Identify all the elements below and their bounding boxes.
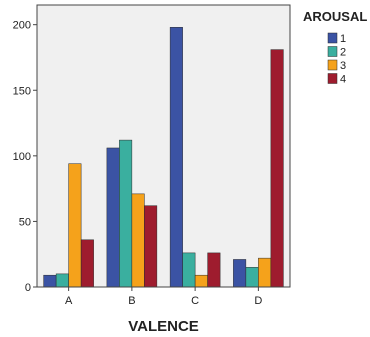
bar-A-1: [43, 274, 57, 288]
legend-label-2: 2: [340, 47, 346, 59]
y-tick-label: 150: [13, 85, 31, 97]
bar-C-2: [182, 252, 196, 288]
legend: AROUSAL 1 23 4: [303, 9, 367, 86]
x-tick-label: A: [65, 295, 73, 307]
x-axis-ticks: A B C D: [65, 287, 262, 307]
x-tick-label: D: [254, 295, 262, 307]
x-axis-title: VALENCE: [128, 318, 199, 335]
legend-title: AROUSAL: [303, 9, 367, 24]
y-tick-label: 200: [13, 20, 31, 32]
bar-C-4: [207, 252, 221, 288]
bar-A-2: [55, 273, 69, 288]
bar-D-2: [245, 267, 259, 288]
legend-swatch-1: [327, 32, 338, 44]
legend-swatch-2: [327, 46, 338, 57]
legend-swatch-4: [327, 73, 338, 84]
legend-label-1: 1: [340, 33, 346, 45]
legend-label-4: 4: [340, 74, 346, 86]
bars-group: [43, 27, 284, 288]
bar-D-3: [258, 257, 272, 288]
plot-frame: [36, 4, 291, 288]
legend-label-3: 3: [340, 60, 346, 72]
bar-B-3: [131, 193, 145, 288]
bar-C-1: [169, 27, 183, 288]
legend-swatch-3: [327, 59, 338, 71]
bar-D-1: [233, 259, 247, 288]
bar-B-1: [106, 147, 120, 288]
bar-A-4: [80, 239, 94, 288]
x-tick-label: B: [128, 295, 135, 307]
bar-B-4: [144, 205, 158, 288]
bar-B-2: [119, 139, 133, 288]
y-tick-label: 50: [19, 216, 31, 228]
y-axis-ticks: 0 50 100 150 200: [13, 20, 37, 294]
bar-C-3: [194, 274, 208, 288]
x-tick-label: C: [191, 295, 199, 307]
y-tick-label: 100: [13, 151, 31, 163]
bar-D-4: [270, 49, 284, 288]
bar-A-3: [68, 163, 82, 288]
y-tick-label: 0: [25, 282, 31, 294]
